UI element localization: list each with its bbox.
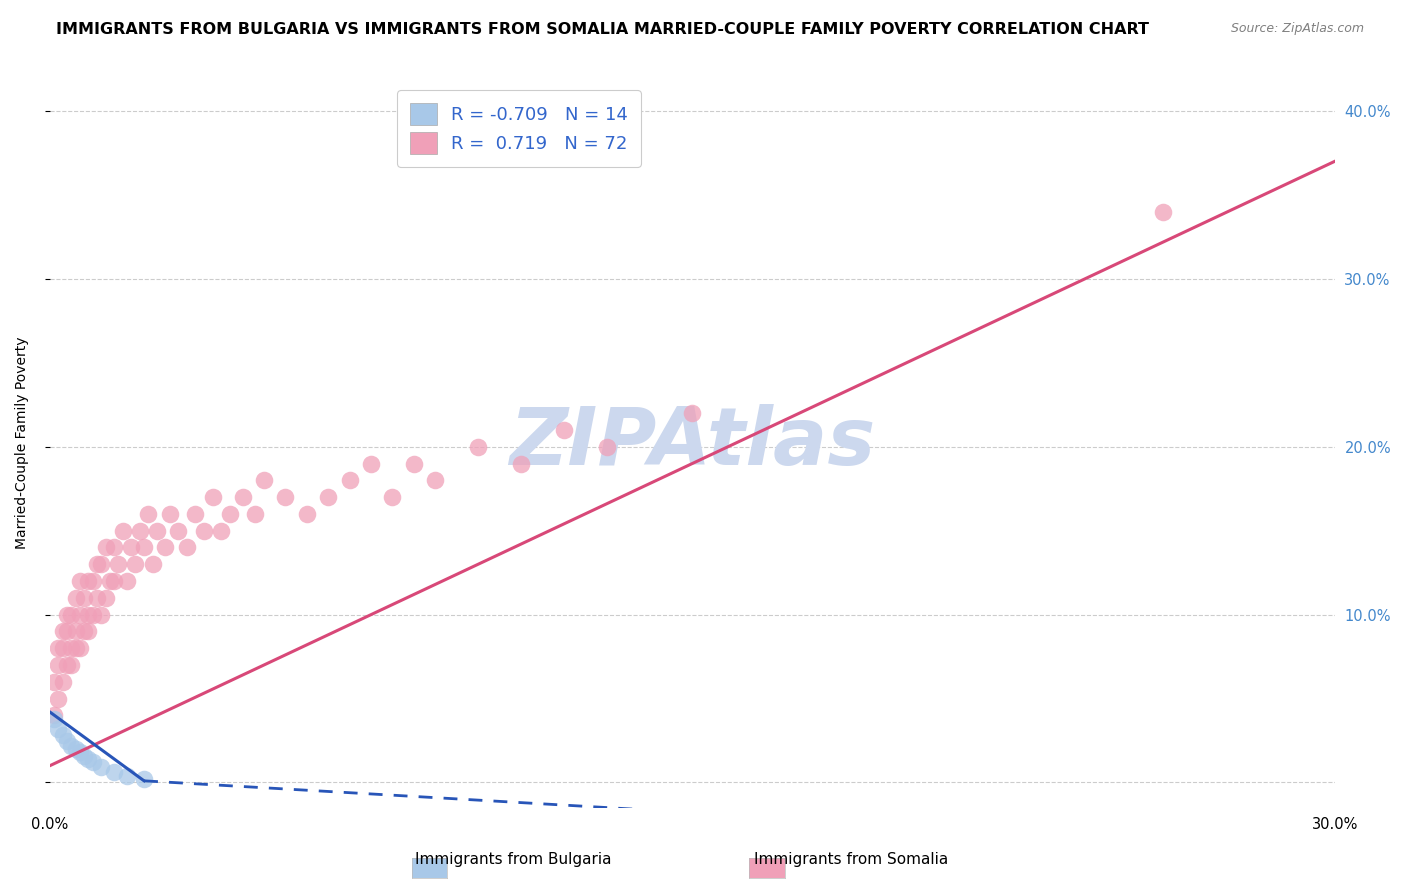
Point: [245, 507, 267, 521]
Point: [48, 641, 70, 656]
Point: [107, 558, 129, 572]
Point: [65, 624, 87, 639]
Text: Immigrants from Bulgaria: Immigrants from Bulgaria: [415, 852, 612, 867]
Point: [73, 624, 96, 639]
Point: [69, 607, 91, 622]
Point: [52, 624, 75, 639]
Point: [124, 558, 146, 572]
Point: [218, 507, 240, 521]
Point: [402, 457, 425, 471]
Point: [69, 574, 91, 588]
Point: [201, 490, 224, 504]
Text: ZIPAtlas: ZIPAtlas: [509, 403, 876, 482]
Text: Immigrants from Somalia: Immigrants from Somalia: [754, 852, 948, 867]
Point: [381, 490, 404, 504]
Point: [48, 658, 70, 673]
Point: [253, 473, 276, 487]
Point: [56, 624, 79, 639]
Point: [193, 524, 215, 538]
Point: [184, 507, 207, 521]
Point: [82, 756, 104, 770]
Point: [65, 641, 87, 656]
Point: [681, 406, 703, 420]
Point: [274, 490, 297, 504]
Point: [60, 739, 83, 753]
Point: [86, 591, 108, 605]
Text: IMMIGRANTS FROM BULGARIA VS IMMIGRANTS FROM SOMALIA MARRIED-COUPLE FAMILY POVERT: IMMIGRANTS FROM BULGARIA VS IMMIGRANTS F…: [56, 22, 1149, 37]
Point: [115, 769, 138, 783]
Point: [60, 607, 83, 622]
Point: [167, 524, 190, 538]
Point: [339, 473, 361, 487]
Point: [52, 729, 75, 743]
Point: [65, 591, 87, 605]
Point: [128, 524, 150, 538]
Point: [77, 607, 100, 622]
Point: [94, 591, 117, 605]
Text: Source: ZipAtlas.com: Source: ZipAtlas.com: [1230, 22, 1364, 36]
Point: [52, 641, 75, 656]
Point: [103, 541, 125, 555]
Point: [42, 708, 65, 723]
Point: [295, 507, 318, 521]
Point: [77, 752, 100, 766]
Point: [69, 745, 91, 759]
Point: [82, 574, 104, 588]
Point: [90, 760, 112, 774]
Point: [48, 691, 70, 706]
Point: [467, 440, 489, 454]
Point: [65, 742, 87, 756]
Point: [595, 440, 617, 454]
Point: [60, 658, 83, 673]
Point: [159, 507, 181, 521]
Point: [94, 541, 117, 555]
Y-axis label: Married-Couple Family Poverty: Married-Couple Family Poverty: [15, 336, 30, 549]
Point: [82, 607, 104, 622]
Point: [103, 765, 125, 780]
Point: [132, 772, 155, 786]
Point: [316, 490, 339, 504]
Point: [69, 641, 91, 656]
Point: [52, 674, 75, 689]
Point: [56, 733, 79, 747]
Point: [77, 574, 100, 588]
Point: [510, 457, 533, 471]
Point: [86, 558, 108, 572]
Point: [56, 607, 79, 622]
Point: [176, 541, 198, 555]
Point: [138, 507, 160, 521]
Point: [90, 607, 112, 622]
Point: [56, 658, 79, 673]
Point: [232, 490, 254, 504]
Point: [73, 748, 96, 763]
Point: [132, 541, 155, 555]
Point: [98, 574, 121, 588]
Point: [103, 574, 125, 588]
Point: [425, 473, 447, 487]
Legend: R = -0.709   N = 14, R =  0.719   N = 72: R = -0.709 N = 14, R = 0.719 N = 72: [396, 90, 641, 167]
Point: [90, 558, 112, 572]
Point: [48, 722, 70, 736]
Point: [142, 558, 165, 572]
Point: [73, 591, 96, 605]
Point: [60, 641, 83, 656]
Point: [209, 524, 232, 538]
Point: [42, 674, 65, 689]
Point: [155, 541, 177, 555]
Point: [1152, 204, 1174, 219]
Point: [115, 574, 138, 588]
Point: [42, 712, 65, 726]
Point: [111, 524, 134, 538]
Point: [120, 541, 142, 555]
Point: [77, 624, 100, 639]
Point: [146, 524, 169, 538]
Point: [553, 423, 575, 437]
Point: [360, 457, 382, 471]
